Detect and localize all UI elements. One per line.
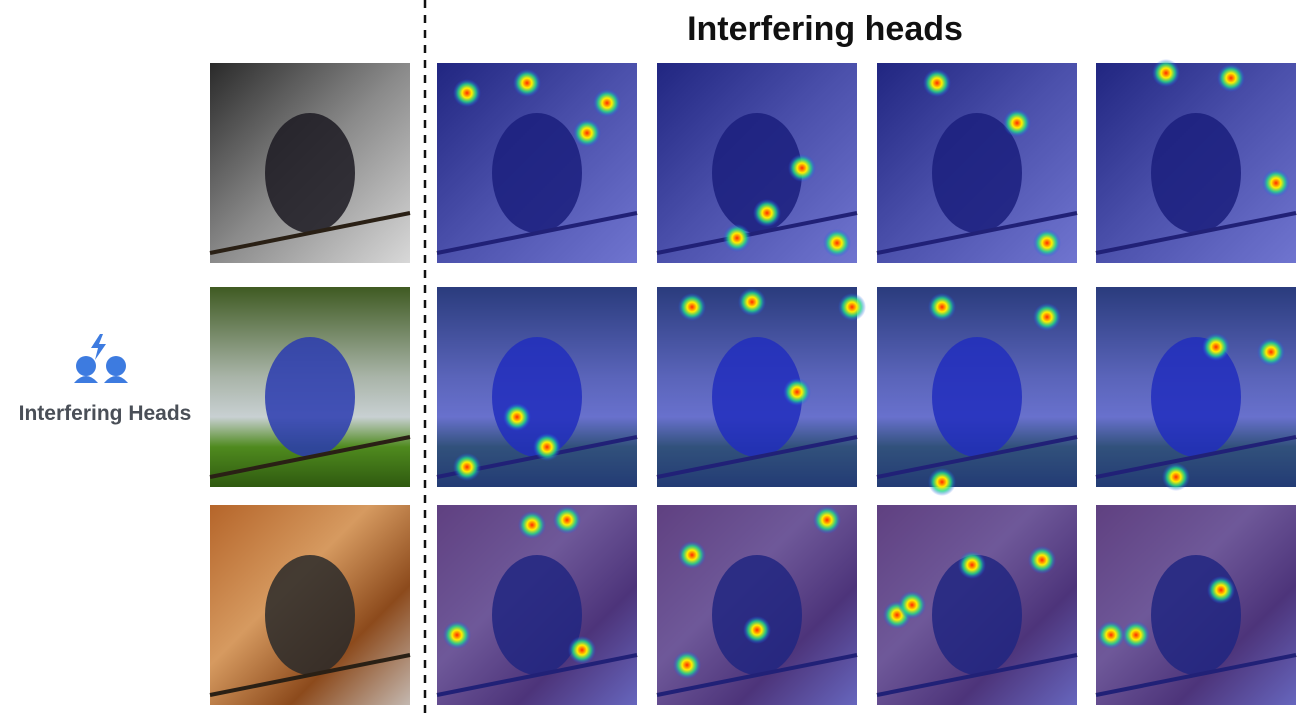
attention-map	[877, 63, 1077, 263]
hotspot	[1033, 303, 1061, 331]
hotspot	[1033, 229, 1061, 257]
hotspot	[743, 616, 771, 644]
hotspot	[923, 69, 951, 97]
hotspot	[533, 433, 561, 461]
attention-map	[1096, 505, 1296, 705]
attention-map	[1096, 59, 1296, 263]
hotspot	[1257, 338, 1285, 366]
input-image	[210, 287, 410, 487]
hotspot	[513, 69, 541, 97]
hotspot	[678, 293, 706, 321]
attention-map	[657, 505, 857, 705]
figure: Interfering heads Interfering Heads	[0, 0, 1299, 713]
attention-map	[877, 505, 1077, 705]
heat-overlay	[1096, 287, 1296, 487]
hotspot	[838, 293, 866, 321]
bird	[265, 337, 355, 457]
heat-overlay	[1096, 63, 1296, 263]
hotspot	[573, 119, 601, 147]
input-image	[210, 505, 410, 705]
hotspot	[1162, 463, 1190, 491]
hotspot	[453, 453, 481, 481]
hotspot	[1152, 59, 1180, 87]
hotspot	[753, 199, 781, 227]
hotspot	[1217, 64, 1245, 92]
bird	[265, 113, 355, 233]
heat-overlay	[1096, 505, 1296, 705]
figure-title: Interfering heads	[687, 10, 963, 48]
hotspot	[593, 89, 621, 117]
hotspot	[813, 506, 841, 534]
attention-map	[1096, 287, 1296, 491]
hotspot	[568, 636, 596, 664]
hotspot	[738, 288, 766, 316]
heads-icon	[74, 334, 128, 383]
hotspot	[1202, 333, 1230, 361]
hotspot	[823, 229, 851, 257]
attention-map	[657, 63, 857, 263]
hotspot	[788, 154, 816, 182]
hotspot	[673, 651, 701, 679]
input-image	[210, 63, 410, 263]
bird	[265, 555, 355, 675]
hotspot	[453, 79, 481, 107]
image-grid	[210, 59, 1296, 705]
sidebar-label: Interfering Heads	[19, 402, 192, 425]
hotspot	[898, 591, 926, 619]
hotspot	[678, 541, 706, 569]
hotspot	[443, 621, 471, 649]
hotspot	[723, 224, 751, 252]
hotspot	[1028, 546, 1056, 574]
attention-map	[657, 287, 866, 487]
attention-map	[437, 63, 637, 263]
hotspot	[1097, 621, 1125, 649]
hotspot	[1262, 169, 1290, 197]
hotspot	[958, 551, 986, 579]
hotspot	[503, 403, 531, 431]
attention-map	[437, 287, 637, 487]
hotspot	[1003, 109, 1031, 137]
hotspot	[928, 468, 956, 496]
hotspot	[1207, 576, 1235, 604]
hotspot	[553, 506, 581, 534]
hotspot	[928, 293, 956, 321]
hotspot	[518, 511, 546, 539]
hotspot	[783, 378, 811, 406]
heat-overlay	[657, 63, 857, 263]
attention-map	[877, 287, 1077, 496]
attention-map	[437, 505, 637, 705]
hotspot	[1122, 621, 1150, 649]
